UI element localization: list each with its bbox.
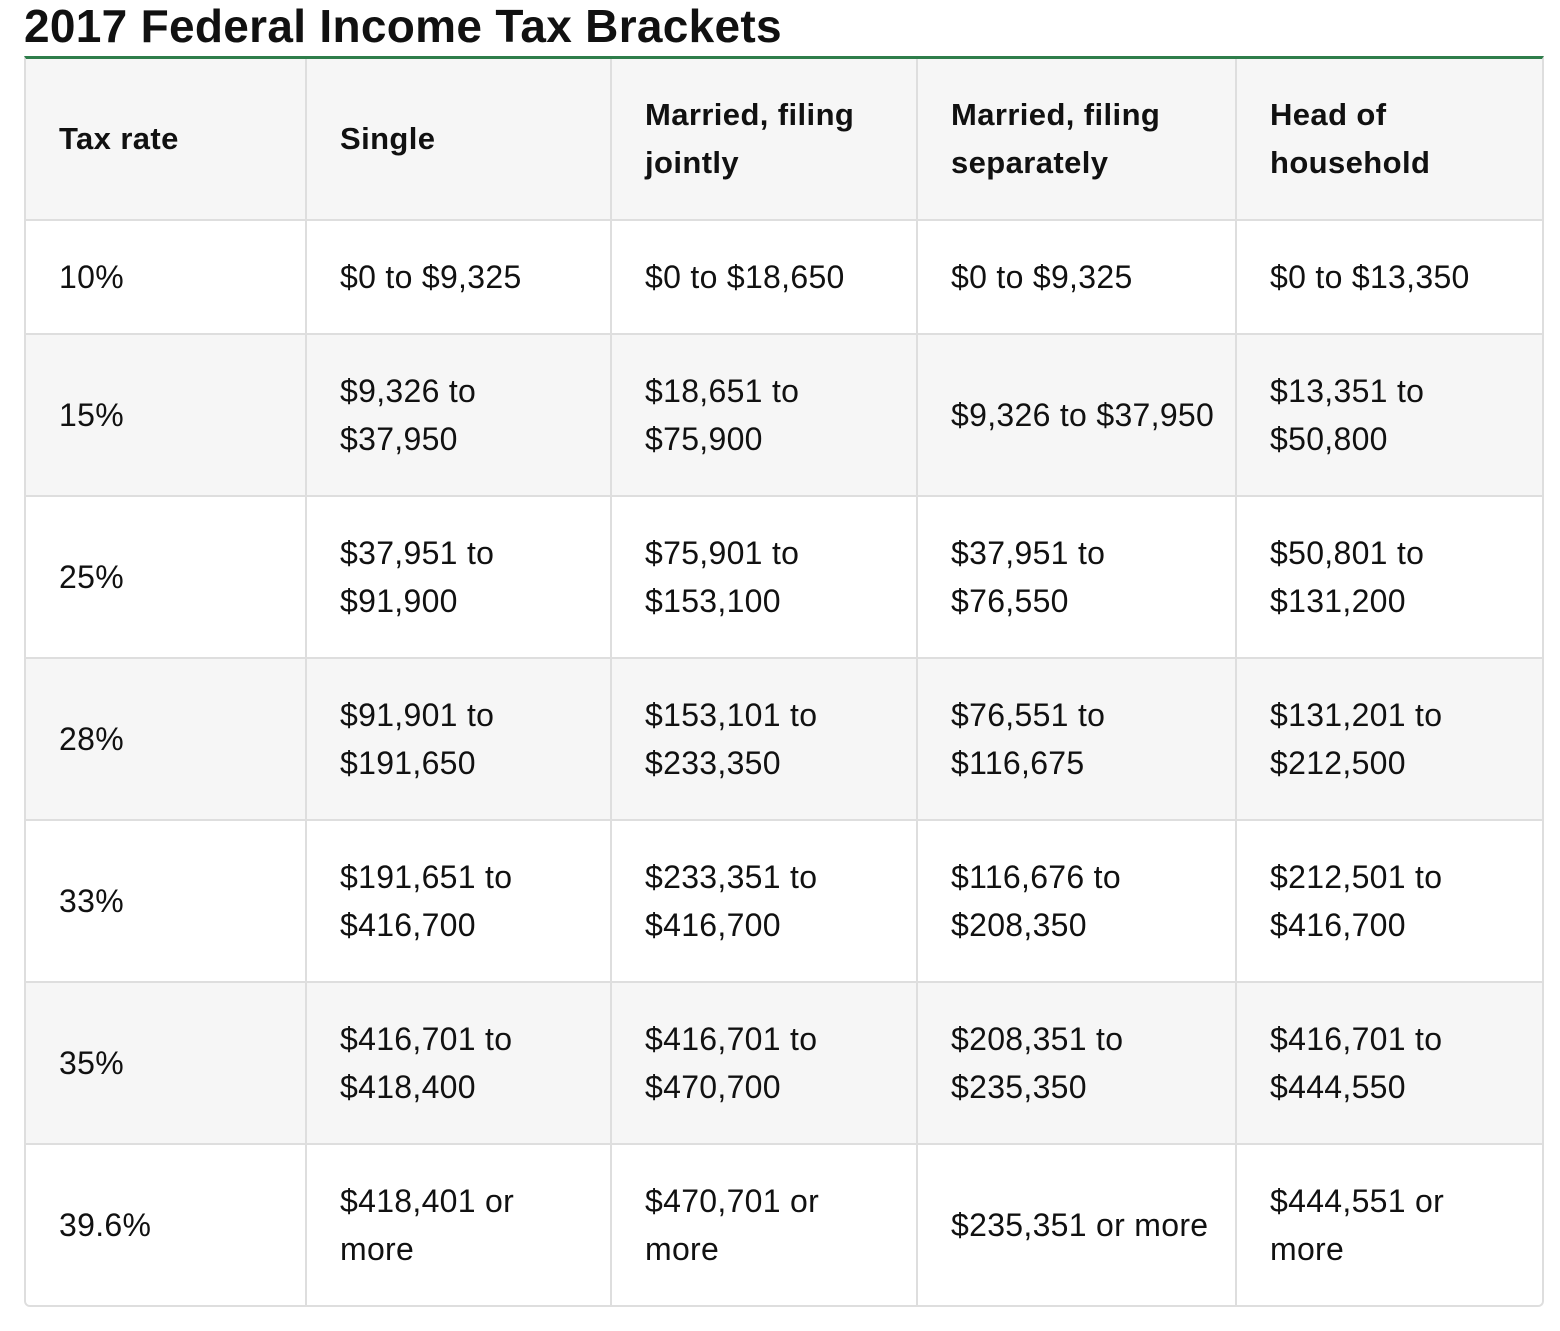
married-separately-range-cell: $9,326 to $37,950 xyxy=(917,334,1237,497)
tax-brackets-table-container: Tax rate Single Married, filing jointly … xyxy=(24,56,1544,1307)
married-separately-range-cell: $208,351 to $235,350 xyxy=(917,982,1237,1145)
table-row: 25% $37,951 to $91,900 $75,901 to $153,1… xyxy=(26,496,1542,659)
married-separately-range-cell: $0 to $9,325 xyxy=(917,220,1237,335)
head-of-household-range-cell: $444,551 or more xyxy=(1236,1144,1542,1305)
single-range-cell: $0 to $9,325 xyxy=(306,220,612,335)
single-range-cell: $37,951 to $91,900 xyxy=(306,496,612,659)
table-row: 33% $191,651 to $416,700 $233,351 to $41… xyxy=(26,820,1542,983)
header-row: Tax rate Single Married, filing jointly … xyxy=(26,59,1542,221)
tax-rate-cell: 39.6% xyxy=(26,1144,307,1305)
table-row: 28% $91,901 to $191,650 $153,101 to $233… xyxy=(26,658,1542,821)
married-separately-range-cell: $235,351 or more xyxy=(917,1144,1237,1305)
married-jointly-range-cell: $18,651 to $75,900 xyxy=(611,334,918,497)
married-jointly-range-cell: $233,351 to $416,700 xyxy=(611,820,918,983)
married-jointly-range-cell: $416,701 to $470,700 xyxy=(611,982,918,1145)
table-body: 10% $0 to $9,325 $0 to $18,650 $0 to $9,… xyxy=(26,220,1542,1305)
married-jointly-range-cell: $470,701 or more xyxy=(611,1144,918,1305)
married-jointly-range-cell: $75,901 to $153,100 xyxy=(611,496,918,659)
table-row: 39.6% $418,401 or more $470,701 or more … xyxy=(26,1144,1542,1305)
tax-rate-cell: 25% xyxy=(26,496,307,659)
married-jointly-range-cell: $153,101 to $233,350 xyxy=(611,658,918,821)
single-range-cell: $416,701 to $418,400 xyxy=(306,982,612,1145)
single-range-cell: $91,901 to $191,650 xyxy=(306,658,612,821)
table-header: Tax rate Single Married, filing jointly … xyxy=(26,59,1542,221)
column-header-tax-rate: Tax rate xyxy=(26,59,307,221)
table-row: 10% $0 to $9,325 $0 to $18,650 $0 to $9,… xyxy=(26,220,1542,335)
head-of-household-range-cell: $212,501 to $416,700 xyxy=(1236,820,1542,983)
tax-rate-cell: 28% xyxy=(26,658,307,821)
table-row: 15% $9,326 to $37,950 $18,651 to $75,900… xyxy=(26,334,1542,497)
head-of-household-range-cell: $416,701 to $444,550 xyxy=(1236,982,1542,1145)
table-row: 35% $416,701 to $418,400 $416,701 to $47… xyxy=(26,982,1542,1145)
single-range-cell: $418,401 or more xyxy=(306,1144,612,1305)
married-separately-range-cell: $37,951 to $76,550 xyxy=(917,496,1237,659)
tax-rate-cell: 33% xyxy=(26,820,307,983)
column-header-head-of-household: Head of household xyxy=(1236,59,1542,221)
page-title: 2017 Federal Income Tax Brackets xyxy=(24,0,782,52)
tax-rate-cell: 15% xyxy=(26,334,307,497)
head-of-household-range-cell: $13,351 to $50,800 xyxy=(1236,334,1542,497)
single-range-cell: $9,326 to $37,950 xyxy=(306,334,612,497)
tax-rate-cell: 35% xyxy=(26,982,307,1145)
married-separately-range-cell: $116,676 to $208,350 xyxy=(917,820,1237,983)
single-range-cell: $191,651 to $416,700 xyxy=(306,820,612,983)
column-header-married-jointly: Married, filing jointly xyxy=(611,59,918,221)
married-separately-range-cell: $76,551 to $116,675 xyxy=(917,658,1237,821)
head-of-household-range-cell: $0 to $13,350 xyxy=(1236,220,1542,335)
tax-rate-cell: 10% xyxy=(26,220,307,335)
tax-brackets-table: Tax rate Single Married, filing jointly … xyxy=(26,59,1542,1305)
married-jointly-range-cell: $0 to $18,650 xyxy=(611,220,918,335)
column-header-single: Single xyxy=(306,59,612,221)
head-of-household-range-cell: $50,801 to $131,200 xyxy=(1236,496,1542,659)
head-of-household-range-cell: $131,201 to $212,500 xyxy=(1236,658,1542,821)
column-header-married-separately: Married, filing separately xyxy=(917,59,1237,221)
article-section: 2017 Federal Income Tax Brackets Tax rat… xyxy=(24,0,1544,1307)
